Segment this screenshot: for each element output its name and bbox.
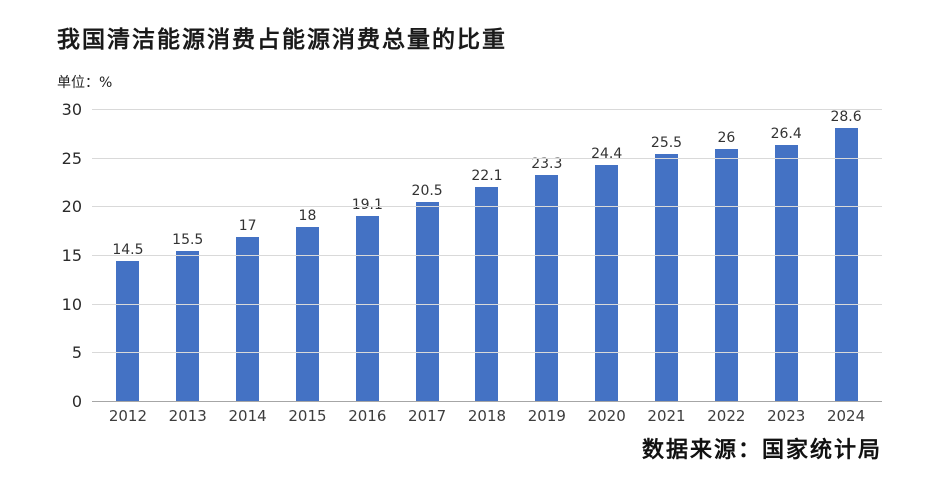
- bar: [355, 216, 379, 402]
- y-axis-tick-label: 0: [71, 392, 82, 411]
- x-axis-tick-label: 2014: [228, 407, 267, 425]
- bar-group: 22.1 2018: [457, 110, 517, 424]
- bar-group: 15.5 2013: [158, 110, 218, 423]
- x-axis-tick-label: 2012: [108, 407, 148, 425]
- bar: [834, 128, 858, 402]
- bar: [774, 145, 798, 402]
- y-axis-tick-label: 10: [61, 294, 82, 314]
- bar: [116, 260, 140, 402]
- bar-group: 19.1 2016: [337, 110, 397, 423]
- bar-group: 17 2014: [218, 110, 278, 424]
- bar-value-label: 18: [298, 207, 317, 224]
- bar-value-label: 14.5: [112, 241, 144, 258]
- x-axis-tick-label: 2020: [587, 407, 626, 425]
- chart-title: 我国清洁能源消费占能源消费总量的比重: [57, 26, 507, 53]
- bar-value-label: 20.5: [411, 183, 443, 200]
- gridline: [92, 206, 882, 208]
- x-axis-tick-label: 2021: [647, 407, 686, 425]
- bar-value-label: 23.3: [531, 156, 563, 173]
- bar: [295, 226, 319, 402]
- x-axis-tick-label: 2018: [467, 407, 507, 425]
- y-axis-tick-label: 15: [61, 246, 82, 265]
- gridline: [92, 352, 882, 354]
- gridline: [92, 255, 882, 256]
- x-axis-tick-label: 2016: [348, 407, 387, 425]
- bar: [655, 153, 679, 402]
- unit-label: 单位：%: [57, 75, 113, 91]
- data-source-label: 数据来源：国家统计局: [641, 437, 882, 463]
- bar: [236, 236, 260, 402]
- bar: [475, 186, 499, 402]
- bar-group: 26 2022: [696, 110, 756, 424]
- bar-value-label: 22.1: [471, 167, 503, 184]
- y-axis-tick-label: 20: [61, 197, 82, 217]
- bar: [415, 202, 439, 402]
- bar-group: 14.5 2012: [98, 110, 158, 424]
- x-axis-tick-label: 2022: [707, 407, 746, 425]
- bar-value-label: 19.1: [351, 197, 383, 214]
- x-axis-tick-label: 2017: [408, 407, 447, 425]
- bars-container: 14.5 2012 15.5 2013 17 2014 18 2015 19.1 2016 20.5…: [92, 109, 882, 424]
- bar: [595, 164, 619, 402]
- bar-value-label: 28.6: [830, 109, 862, 125]
- x-axis-tick-label: 2023: [767, 407, 806, 425]
- bar: [714, 148, 738, 402]
- bar-group: 18 2015: [278, 110, 338, 424]
- gridline: [92, 157, 882, 159]
- bar-value-label: 17: [238, 217, 257, 234]
- x-axis-tick-label: 2024: [826, 407, 866, 425]
- bar-group: 25.5 2021: [637, 110, 697, 424]
- bar-value-label: 24.4: [591, 145, 623, 162]
- bar: [535, 175, 559, 402]
- bar-group: 28.6 2024: [816, 109, 876, 424]
- bar-group: 20.5 2017: [397, 110, 457, 423]
- y-axis-tick-label: 5: [71, 343, 82, 363]
- bar-group: 23.3 2019: [517, 110, 577, 423]
- bar-group: 24.4 2020: [577, 110, 637, 424]
- bar-chart-plot-area: 14.5 2012 15.5 2013 17 2014 18 2015 19.1 2016 20.5…: [62, 102, 882, 424]
- bar-value-label: 15.5: [172, 232, 204, 249]
- y-axis-tick-label: 25: [61, 148, 82, 168]
- bar-value-label: 26: [717, 129, 736, 146]
- x-axis-tick-label: 2013: [168, 407, 207, 425]
- gridline: [92, 303, 882, 305]
- x-axis-tick-label: 2015: [288, 407, 327, 425]
- y-axis-tick-label: 30: [61, 100, 82, 119]
- gridline: [92, 109, 882, 110]
- bar: [176, 251, 200, 402]
- x-axis-baseline: [92, 401, 882, 402]
- bar-value-label: 26.4: [770, 126, 802, 143]
- bar-value-label: 25.5: [650, 134, 683, 151]
- bar-group: 26.4 2023: [756, 110, 816, 423]
- x-axis-tick-label: 2019: [527, 407, 566, 425]
